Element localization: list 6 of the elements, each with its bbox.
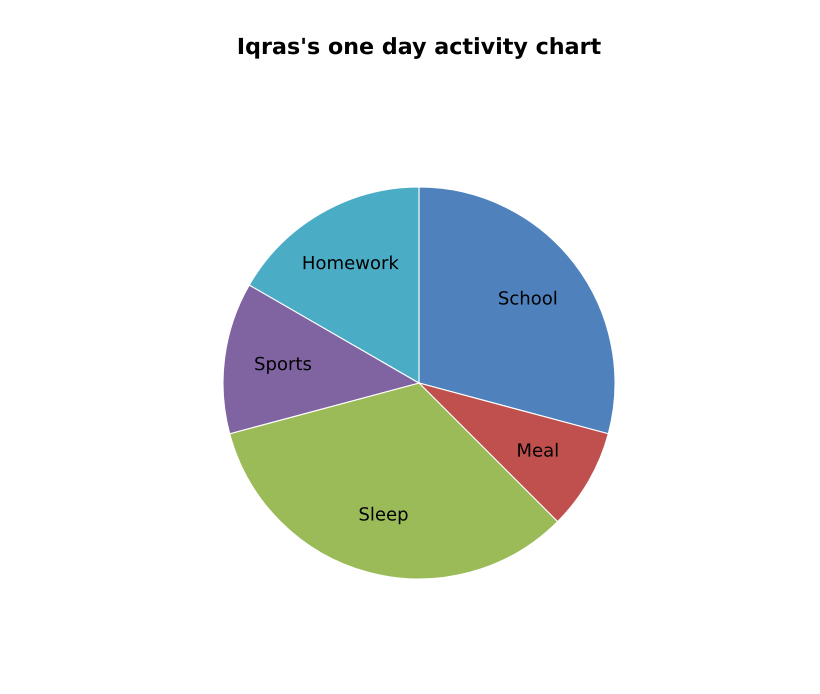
slice-label: Meal	[518, 442, 558, 457]
chart-title: Iqras's one day activity chart	[238, 37, 601, 59]
slice-label: Sports	[255, 356, 312, 374]
slice-label: Sleep	[360, 506, 408, 524]
slice-label: School	[499, 290, 556, 305]
slice-label: Homework	[304, 255, 399, 270]
